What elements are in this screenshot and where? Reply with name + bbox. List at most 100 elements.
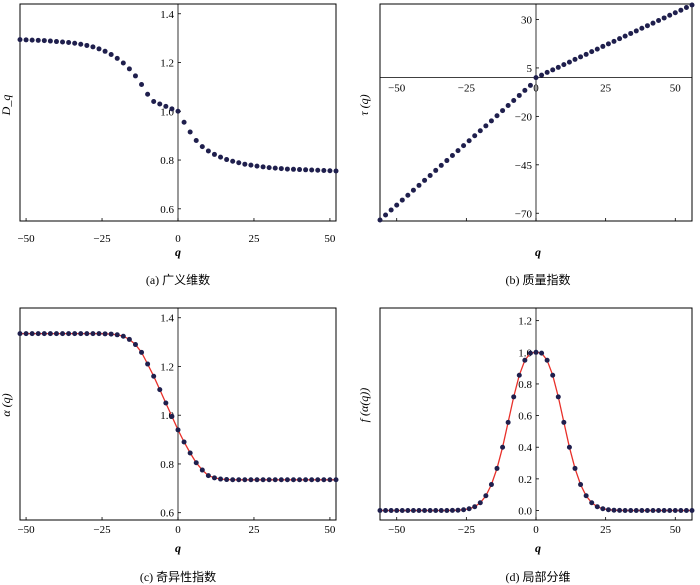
data-point — [394, 202, 400, 208]
data-point — [272, 165, 278, 171]
data-point — [187, 129, 193, 135]
data-point — [633, 28, 639, 34]
data-point — [416, 508, 422, 514]
data-point — [41, 38, 47, 44]
data-point — [650, 20, 656, 26]
data-point — [90, 44, 96, 50]
y-axis-label: τ (q) — [357, 94, 371, 115]
data-point — [433, 167, 439, 173]
data-point — [539, 72, 545, 78]
data-point — [23, 37, 29, 43]
data-point — [544, 357, 550, 363]
data-point — [633, 508, 639, 514]
x-tick-label: −50 — [17, 233, 35, 245]
y-tick-label: −45 — [515, 160, 533, 172]
data-point — [472, 133, 478, 139]
x-tick-label: 50 — [324, 233, 336, 245]
data-point — [461, 143, 467, 149]
data-point — [533, 75, 539, 81]
data-point — [444, 158, 450, 164]
data-point — [433, 508, 439, 514]
data-point — [416, 182, 422, 188]
data-point — [102, 331, 108, 337]
data-point — [477, 500, 483, 506]
x-axis-label: q — [535, 541, 541, 555]
data-point — [527, 82, 533, 88]
data-point — [683, 4, 689, 10]
data-point — [488, 118, 494, 124]
data-point — [594, 46, 600, 52]
data-point — [145, 361, 151, 367]
y-tick-label: 1.2 — [518, 316, 532, 328]
data-point — [617, 507, 623, 513]
data-point — [321, 168, 327, 174]
data-point — [477, 128, 483, 134]
data-point — [527, 350, 533, 356]
data-point — [53, 39, 59, 45]
y-tick-label: 0.8 — [160, 155, 174, 167]
x-tick-label: 25 — [248, 524, 260, 536]
data-point — [266, 165, 272, 171]
y-tick-label: 1.0 — [518, 347, 532, 359]
y-tick-label: −20 — [515, 111, 533, 123]
data-point — [17, 37, 23, 43]
y-tick-label: 1.2 — [160, 361, 174, 373]
data-point — [163, 400, 169, 406]
data-point — [516, 372, 522, 378]
data-point — [388, 207, 394, 213]
data-point — [405, 192, 411, 198]
data-point — [583, 51, 589, 57]
data-point — [500, 444, 506, 450]
data-point — [572, 56, 578, 62]
chart-panel-b: −50 −25 0 25 50 −70 −45 −20 5 30 q τ (q) (b) 质量指数 — [357, 2, 695, 287]
data-point — [236, 160, 242, 166]
data-point — [193, 460, 199, 466]
data-point — [472, 504, 478, 510]
data-point — [60, 331, 66, 337]
data-point — [224, 477, 230, 483]
data-point — [383, 508, 389, 514]
data-point — [422, 177, 428, 183]
y-tick-label: 0.4 — [518, 442, 532, 454]
data-point — [611, 38, 617, 44]
data-point — [449, 153, 455, 159]
data-point — [689, 508, 695, 514]
data-point — [205, 148, 211, 154]
x-tick-label: −50 — [17, 524, 35, 536]
data-point — [678, 7, 684, 13]
data-point — [377, 508, 383, 514]
data-point — [594, 504, 600, 510]
data-point — [483, 123, 489, 129]
data-point — [321, 477, 327, 483]
data-point — [511, 394, 517, 400]
data-point — [516, 92, 522, 98]
y-tick-label: 0.6 — [518, 411, 532, 423]
y-tick-label: 1.2 — [160, 58, 174, 70]
data-point — [405, 508, 411, 514]
data-point — [622, 33, 628, 39]
data-point — [550, 67, 556, 73]
data-point — [399, 197, 405, 203]
data-point — [47, 331, 53, 337]
x-tick-label: 50 — [324, 524, 336, 536]
data-point — [290, 477, 296, 483]
data-point — [242, 477, 248, 483]
x-tick-label: −25 — [458, 524, 476, 536]
data-point — [169, 413, 175, 419]
data-point — [35, 37, 41, 43]
data-point — [114, 55, 120, 61]
y-tick-label: 0.0 — [518, 506, 532, 518]
data-point — [438, 508, 444, 514]
data-point — [455, 148, 461, 154]
x-tick-label: 0 — [533, 524, 539, 536]
data-point — [78, 41, 84, 47]
data-point — [60, 39, 66, 45]
data-point — [461, 507, 467, 513]
data-point — [303, 477, 309, 483]
data-point — [175, 427, 181, 433]
data-point — [120, 60, 126, 66]
data-point — [272, 477, 278, 483]
data-point — [29, 331, 35, 337]
data-point — [96, 46, 102, 52]
